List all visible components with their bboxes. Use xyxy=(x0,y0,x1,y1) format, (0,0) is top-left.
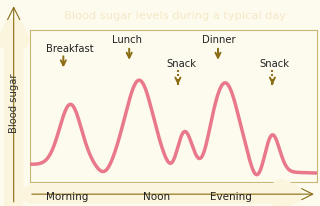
Text: Evening: Evening xyxy=(210,192,252,202)
Text: Blood sugar: Blood sugar xyxy=(9,73,19,133)
Text: Noon: Noon xyxy=(143,192,170,202)
Text: Breakfast: Breakfast xyxy=(46,44,94,54)
Text: Lunch: Lunch xyxy=(112,35,142,45)
Text: Snack: Snack xyxy=(260,59,290,69)
Text: Snack: Snack xyxy=(166,59,196,69)
Text: Dinner: Dinner xyxy=(202,35,236,45)
Text: Blood sugar levels during a typical day: Blood sugar levels during a typical day xyxy=(64,11,286,21)
Text: Morning: Morning xyxy=(46,192,89,202)
